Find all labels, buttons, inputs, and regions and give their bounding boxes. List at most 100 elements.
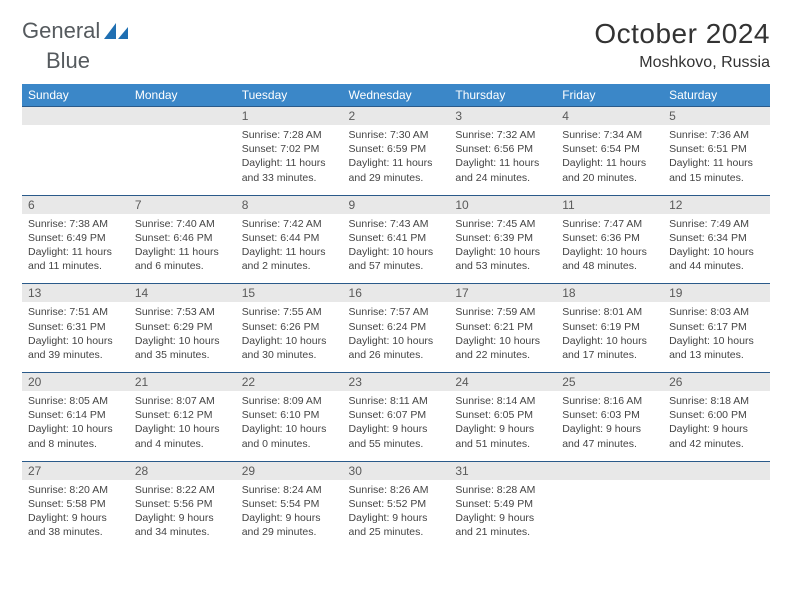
sunset-text: Sunset: 6:21 PM [455,320,550,334]
detail-row: Sunrise: 7:51 AMSunset: 6:31 PM Daylight:… [22,302,770,372]
daylight-text: Daylight: 10 hours and 26 minutes. [349,334,444,362]
sunrise-text: Sunrise: 7:30 AM [349,128,444,142]
daylight-text: Daylight: 11 hours and 11 minutes. [28,245,123,273]
day-number-cell: 28 [129,461,236,480]
detail-row: Sunrise: 8:05 AMSunset: 6:14 PMDaylight:… [22,391,770,461]
day-number-cell: 23 [343,373,450,392]
sunrise-text: Sunrise: 7:49 AM [669,217,764,231]
weekday-header: Friday [556,84,663,107]
daylight-text: Daylight: 11 hours and 2 minutes. [242,245,337,273]
sunset-text: Sunset: 6:10 PM [242,408,337,422]
sunrise-text: Sunrise: 7:38 AM [28,217,123,231]
day-detail-cell: Sunrise: 7:43 AMSunset: 6:41 PMDaylight:… [343,214,450,284]
daylight-text: Daylight: 9 hours and 29 minutes. [242,511,337,539]
day-detail-cell: Sunrise: 7:59 AMSunset: 6:21 PMDaylight:… [449,302,556,372]
detail-row: Sunrise: 7:28 AMSunset: 7:02 PMDaylight:… [22,125,770,195]
day-detail-cell: Sunrise: 7:55 AMSunset: 6:26 PMDaylight:… [236,302,343,372]
sunrise-text: Sunrise: 8:01 AM [562,305,657,319]
sunrise-text: Sunrise: 7:55 AM [242,305,337,319]
sunset-text: Sunset: 6:36 PM [562,231,657,245]
sunrise-text: Sunrise: 8:14 AM [455,394,550,408]
day-number-cell: 12 [663,195,770,214]
sunrise-text: Sunrise: 7:51 AM [28,305,123,319]
sunset-text: Sunset: 6:31 PM [28,320,123,334]
sunrise-text: Sunrise: 7:40 AM [135,217,230,231]
daylight-text: Daylight: 11 hours and 15 minutes. [669,156,764,184]
daylight-text: Daylight: 9 hours and 34 minutes. [135,511,230,539]
daynum-row: 2728293031 [22,461,770,480]
day-detail-cell: Sunrise: 7:57 AMSunset: 6:24 PMDaylight:… [343,302,450,372]
sunset-text: Sunset: 6:12 PM [135,408,230,422]
sunset-text: Sunset: 6:17 PM [669,320,764,334]
sunset-text: Sunset: 5:52 PM [349,497,444,511]
sunrise-text: Sunrise: 8:28 AM [455,483,550,497]
daylight-text: Daylight: 10 hours and 22 minutes. [455,334,550,362]
day-number-cell [22,107,129,126]
weekday-header: Saturday [663,84,770,107]
day-number-cell: 13 [22,284,129,303]
sunset-text: Sunset: 6:44 PM [242,231,337,245]
sunset-text: Sunset: 6:03 PM [562,408,657,422]
sunrise-text: Sunrise: 7:53 AM [135,305,230,319]
sunrise-text: Sunrise: 8:11 AM [349,394,444,408]
daylight-text: Daylight: 10 hours and 35 minutes. [135,334,230,362]
sunset-text: Sunset: 6:49 PM [28,231,123,245]
day-detail-cell: Sunrise: 7:32 AMSunset: 6:56 PMDaylight:… [449,125,556,195]
sunrise-text: Sunrise: 8:09 AM [242,394,337,408]
sunset-text: Sunset: 7:02 PM [242,142,337,156]
day-detail-cell: Sunrise: 8:11 AMSunset: 6:07 PMDaylight:… [343,391,450,461]
day-detail-cell: Sunrise: 7:30 AMSunset: 6:59 PMDaylight:… [343,125,450,195]
sunset-text: Sunset: 6:00 PM [669,408,764,422]
day-number-cell: 3 [449,107,556,126]
day-detail-cell: Sunrise: 8:07 AMSunset: 6:12 PMDaylight:… [129,391,236,461]
daynum-row: 20212223242526 [22,373,770,392]
day-detail-cell: Sunrise: 7:49 AMSunset: 6:34 PMDaylight:… [663,214,770,284]
daynum-row: 6789101112 [22,195,770,214]
day-detail-cell: Sunrise: 8:28 AMSunset: 5:49 PMDaylight:… [449,480,556,550]
brand-logo: General [22,18,132,44]
sunset-text: Sunset: 6:41 PM [349,231,444,245]
sunrise-text: Sunrise: 7:42 AM [242,217,337,231]
day-detail-cell: Sunrise: 8:26 AMSunset: 5:52 PMDaylight:… [343,480,450,550]
sunrise-text: Sunrise: 7:57 AM [349,305,444,319]
day-detail-cell: Sunrise: 8:14 AMSunset: 6:05 PMDaylight:… [449,391,556,461]
daylight-text: Daylight: 9 hours and 47 minutes. [562,422,657,450]
day-number-cell: 19 [663,284,770,303]
day-number-cell: 24 [449,373,556,392]
day-number-cell: 25 [556,373,663,392]
day-number-cell [663,461,770,480]
daylight-text: Daylight: 9 hours and 51 minutes. [455,422,550,450]
daylight-text: Daylight: 11 hours and 29 minutes. [349,156,444,184]
sunset-text: Sunset: 6:59 PM [349,142,444,156]
sunrise-text: Sunrise: 7:59 AM [455,305,550,319]
daylight-text: Daylight: 9 hours and 55 minutes. [349,422,444,450]
daylight-text: Daylight: 10 hours and 4 minutes. [135,422,230,450]
sunset-text: Sunset: 6:34 PM [669,231,764,245]
day-detail-cell: Sunrise: 7:53 AMSunset: 6:29 PMDaylight:… [129,302,236,372]
title-block: October 2024 Moshkovo, Russia [594,18,770,72]
sunset-text: Sunset: 6:54 PM [562,142,657,156]
day-detail-cell [129,125,236,195]
sunset-text: Sunset: 6:07 PM [349,408,444,422]
detail-row: Sunrise: 7:38 AMSunset: 6:49 PMDaylight:… [22,214,770,284]
daylight-text: Daylight: 10 hours and 53 minutes. [455,245,550,273]
day-detail-cell: Sunrise: 8:20 AMSunset: 5:58 PMDaylight:… [22,480,129,550]
day-detail-cell: Sunrise: 8:05 AMSunset: 6:14 PMDaylight:… [22,391,129,461]
sunrise-text: Sunrise: 8:18 AM [669,394,764,408]
sunrise-text: Sunrise: 7:45 AM [455,217,550,231]
day-number-cell: 2 [343,107,450,126]
day-detail-cell: Sunrise: 7:40 AMSunset: 6:46 PMDaylight:… [129,214,236,284]
sunset-text: Sunset: 5:54 PM [242,497,337,511]
daylight-text: Daylight: 11 hours and 33 minutes. [242,156,337,184]
day-number-cell: 18 [556,284,663,303]
weekday-header: Sunday [22,84,129,107]
day-number-cell: 8 [236,195,343,214]
daylight-text: Daylight: 9 hours and 42 minutes. [669,422,764,450]
weekday-header: Thursday [449,84,556,107]
day-number-cell: 16 [343,284,450,303]
sunrise-text: Sunrise: 8:03 AM [669,305,764,319]
day-detail-cell: Sunrise: 7:34 AMSunset: 6:54 PMDaylight:… [556,125,663,195]
day-number-cell: 27 [22,461,129,480]
daylight-text: Daylight: 9 hours and 25 minutes. [349,511,444,539]
sunrise-text: Sunrise: 7:28 AM [242,128,337,142]
